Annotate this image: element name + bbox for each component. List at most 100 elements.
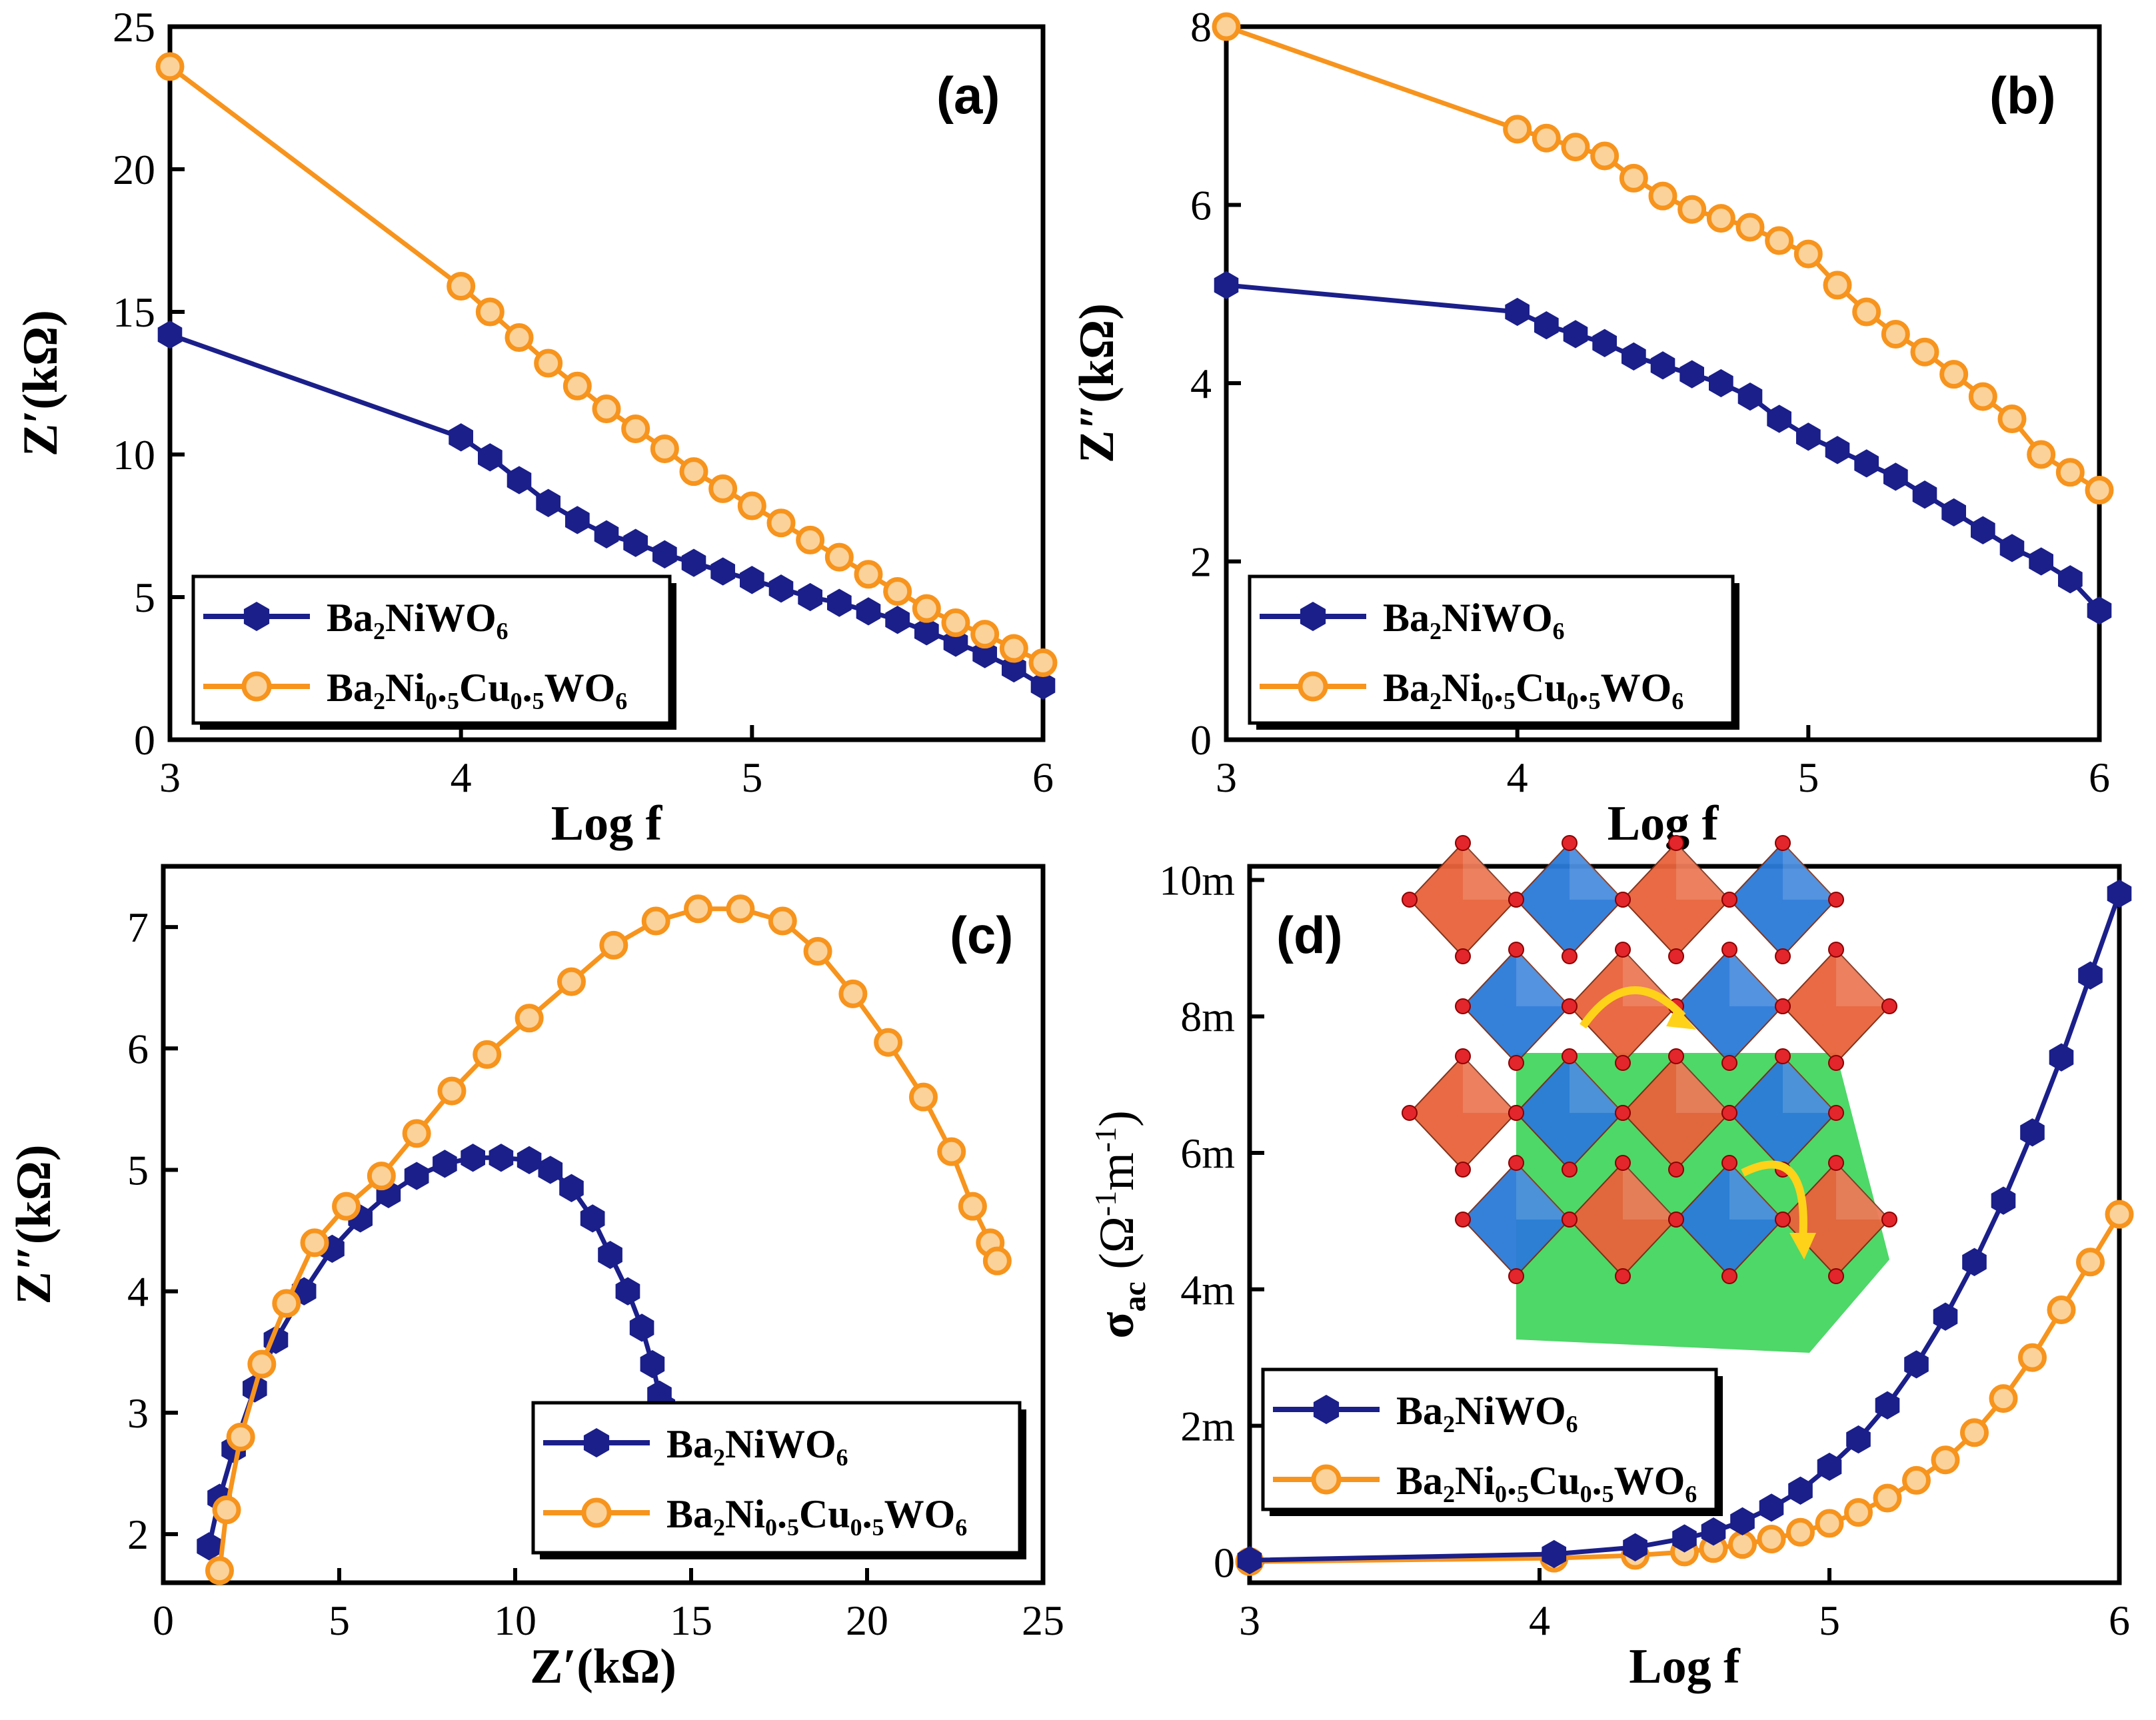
data-point	[197, 1532, 221, 1561]
oxygen-atom	[1455, 835, 1471, 851]
oxygen-atom	[1721, 1055, 1737, 1071]
data-point	[710, 557, 735, 586]
data-point	[592, 395, 621, 424]
data-point	[433, 1150, 457, 1178]
x-tick-label: 15	[670, 1597, 712, 1644]
data-point	[629, 1313, 654, 1342]
hopping-arrow-head	[1666, 1006, 1696, 1030]
oxygen-atom	[1881, 998, 1897, 1014]
data-point	[1672, 1524, 1697, 1553]
data-point	[1796, 423, 1821, 451]
data-point	[473, 1040, 502, 1069]
plot-frame	[167, 24, 1046, 742]
data-point	[1933, 1302, 1958, 1331]
data-point	[1701, 1517, 1726, 1546]
data-point	[1737, 382, 1763, 411]
oxygen-atom	[1881, 1212, 1897, 1228]
legend-box	[1248, 574, 1735, 725]
oxygen-atom	[1615, 1055, 1631, 1071]
series-line	[1226, 283, 2101, 612]
panel-label: (a)	[936, 66, 1000, 125]
octahedron-face	[1729, 950, 1783, 1006]
oxygen-atom	[1615, 1268, 1631, 1284]
data-point	[768, 574, 794, 603]
data-point	[2087, 596, 2112, 625]
legend-box	[191, 574, 672, 725]
data-point	[737, 491, 766, 520]
data-point	[1677, 195, 1707, 224]
data-point	[1623, 1533, 1647, 1561]
panel-label: (b)	[1989, 66, 2056, 125]
data-point	[437, 1076, 467, 1106]
data-point	[615, 1277, 640, 1305]
oxygen-atom	[1615, 942, 1631, 958]
data-point	[1592, 329, 1617, 357]
y-tick-label: 4m	[1180, 1266, 1235, 1313]
x-tick-label: 6	[2089, 754, 2110, 801]
x-tick-label: 3	[159, 754, 181, 801]
data-point	[300, 1228, 329, 1258]
data-point	[1619, 163, 1648, 193]
data-point	[402, 1119, 431, 1148]
data-point	[534, 349, 563, 378]
data-point	[1561, 133, 1590, 162]
oxygen-atom	[1775, 998, 1791, 1014]
data-point	[912, 594, 941, 623]
data-point	[708, 474, 738, 503]
data-point	[272, 1289, 301, 1318]
data-point	[1002, 654, 1026, 683]
data-point	[367, 1162, 396, 1191]
panel-label: (c)	[950, 906, 1013, 964]
oxygen-atom	[1402, 892, 1418, 908]
data-point	[827, 588, 852, 617]
data-point	[517, 1146, 542, 1175]
octahedron-face	[1516, 1163, 1570, 1220]
x-axis-title: Log f	[1629, 1639, 1741, 1694]
data-point	[1881, 319, 1910, 349]
data-point	[247, 1349, 277, 1379]
data-point	[1214, 271, 1239, 300]
data-point	[598, 1240, 622, 1270]
data-point	[1904, 1350, 1929, 1379]
legend-marker	[1300, 602, 1326, 631]
data-point	[157, 321, 183, 349]
data-point	[1648, 181, 1677, 211]
data-point	[1503, 115, 1532, 144]
oxygen-atom	[1455, 1162, 1471, 1178]
y-axis-title: Z″(kΩ)	[1070, 303, 1124, 463]
data-point	[1759, 1493, 1784, 1522]
hopping-arrow	[1580, 986, 1686, 1029]
octahedron-face	[1836, 1163, 1889, 1220]
y-axis-title: Z″(kΩ)	[7, 1145, 61, 1305]
legend-label-1: Ba₂Ni₀.₅Cu₀.₅WO₆	[1383, 666, 1683, 710]
oxygen-atom	[1828, 1155, 1844, 1171]
y-tick-label: 6	[1190, 182, 1212, 229]
oxygen-atom	[1508, 1268, 1524, 1284]
legend-label-0: Ba₂NiWO₆	[1396, 1389, 1578, 1433]
y-tick-label: 0	[1214, 1539, 1235, 1586]
data-point	[1765, 226, 1794, 255]
data-point	[1650, 351, 1675, 380]
hopping-arrow	[1741, 1160, 1807, 1240]
oxygen-atom	[1775, 948, 1791, 964]
data-point	[1757, 1524, 1786, 1553]
data-point	[2107, 879, 2132, 908]
data-point	[205, 1556, 234, 1585]
data-point	[874, 1028, 903, 1057]
data-point	[565, 506, 590, 534]
oxygen-atom	[1562, 998, 1578, 1014]
series-ba2niwo6	[1237, 879, 2132, 1575]
data-point	[594, 520, 619, 548]
legend-label-1: Ba₂Ni₀.₅Cu₀.₅WO₆	[666, 1492, 967, 1536]
oxygen-atom	[1615, 1155, 1631, 1171]
data-point	[1028, 648, 1058, 677]
oxygen-atom	[1508, 1155, 1524, 1171]
oxygen-atom	[1668, 948, 1684, 964]
oxygen-atom	[1615, 892, 1631, 908]
series-ba2ni05cu05wo6	[1212, 12, 2114, 504]
data-point	[559, 1174, 584, 1202]
data-point	[1823, 271, 1852, 300]
data-point	[1237, 1546, 1262, 1575]
legend-marker	[583, 1428, 610, 1457]
data-point	[1991, 1186, 2016, 1215]
